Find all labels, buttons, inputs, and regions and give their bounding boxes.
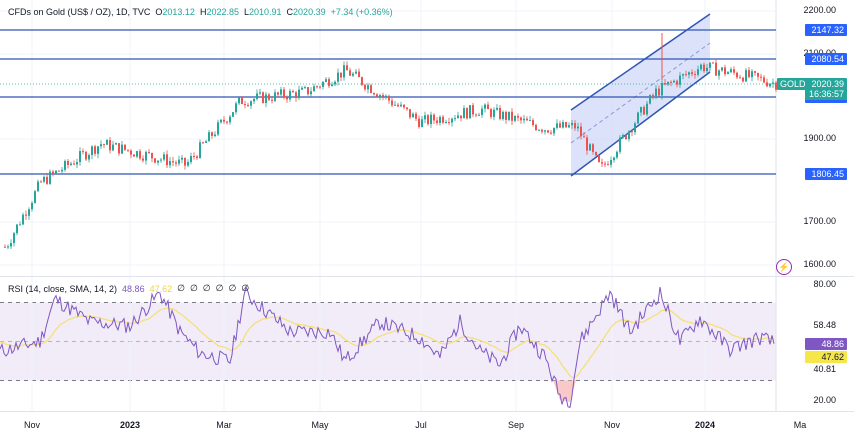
rsi-chart-canvas[interactable] — [0, 277, 854, 411]
time-label: 2023 — [119, 420, 141, 430]
open-value: 2013.12 — [162, 7, 195, 17]
rsi-value-tag: 48.86 — [805, 338, 847, 350]
price-tick: 1600.00 — [803, 259, 836, 269]
price-tick: 2200.00 — [803, 5, 836, 15]
pane-divider[interactable] — [0, 276, 854, 277]
rsi-tick-lower: 40.81 — [813, 364, 836, 374]
empty-marker-icon: ∅ — [215, 283, 224, 293]
level-price-tag: 2147.32 — [805, 24, 847, 36]
time-label: Mar — [216, 420, 232, 430]
bar-countdown: 16:36:57 — [808, 89, 844, 99]
level-price-tag: 1806.45 — [805, 168, 847, 180]
rsi-sma-value: 47.62 — [149, 283, 173, 294]
time-label: Ma — [793, 420, 807, 430]
empty-marker-icon: ∅ — [177, 283, 185, 293]
empty-marker-icon: ∅ — [228, 283, 237, 293]
price-pane[interactable]: CFDs on Gold (US$ / OZ), 1D, TVC O2013.1… — [0, 0, 854, 276]
empty-marker-icon: ∅ — [241, 283, 250, 293]
change-value: +7.34 (+0.36%) — [330, 7, 393, 17]
level-price-tag: 2080.54 — [805, 53, 847, 65]
empty-marker-icon: ∅ — [202, 283, 211, 293]
time-axis[interactable]: Nov 2023 Mar May Jul Sep Nov 2024 Ma — [0, 411, 854, 436]
low-value: 2010.91 — [249, 7, 282, 17]
time-label: Sep — [507, 420, 525, 430]
time-label: Nov — [23, 420, 41, 430]
price-tick: 1900.00 — [803, 133, 836, 143]
symbol-badge: GOLD — [777, 78, 809, 90]
empty-marker-icon: ∅ — [189, 283, 198, 293]
open-label: O — [155, 7, 163, 17]
high-label: H — [199, 7, 207, 17]
time-label: Nov — [603, 420, 621, 430]
last-price-tag: 2020.39 16:36:57 — [805, 78, 847, 100]
lightning-icon[interactable]: ⚡ — [776, 259, 792, 275]
rsi-tick-upper: 58.48 — [813, 320, 836, 330]
time-label: Jul — [415, 420, 427, 430]
low-label: L — [243, 7, 249, 17]
close-label: C — [286, 7, 294, 17]
price-chart-canvas[interactable] — [0, 0, 854, 276]
last-price-value: 2020.39 — [811, 79, 844, 89]
time-label: 2024 — [694, 420, 716, 430]
rsi-value: 48.86 — [122, 283, 145, 294]
rsi-tick-80: 80.00 — [813, 279, 836, 289]
close-value: 2020.39 — [293, 7, 326, 17]
time-label: May — [311, 420, 329, 430]
rsi-tick-20: 20.00 — [813, 395, 836, 405]
rsi-pane[interactable] — [0, 277, 854, 411]
symbol-title[interactable]: CFDs on Gold (US$ / OZ), 1D, TVC — [8, 7, 151, 17]
high-value: 2022.85 — [206, 7, 239, 17]
price-tick: 1700.00 — [803, 216, 836, 226]
rsi-title[interactable]: RSI (14, close, SMA, 14, 2) — [8, 283, 118, 294]
rsi-legend: RSI (14, close, SMA, 14, 2) 48.86 47.62 … — [8, 283, 249, 294]
rsi-sma-tag: 47.62 — [805, 351, 847, 363]
symbol-legend: CFDs on Gold (US$ / OZ), 1D, TVC O2013.1… — [8, 7, 393, 17]
